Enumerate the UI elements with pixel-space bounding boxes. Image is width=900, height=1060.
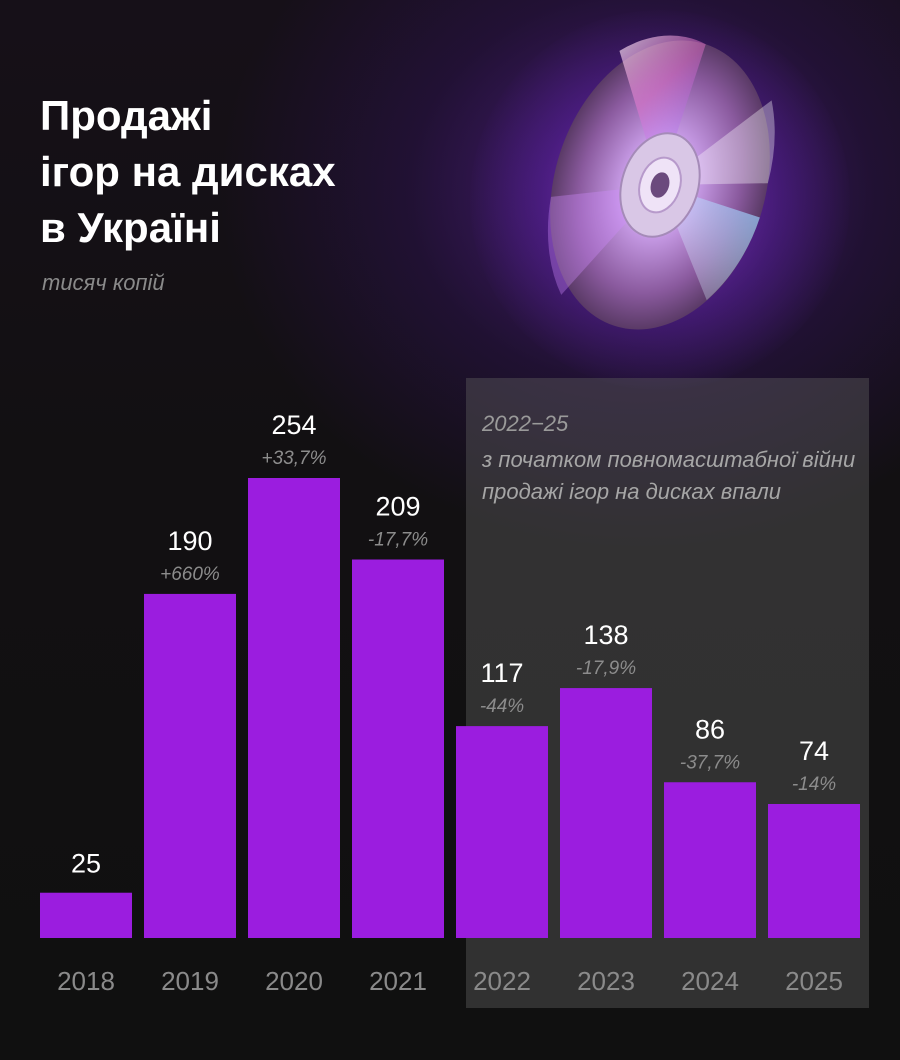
value-label-2018: 25 <box>71 849 101 879</box>
x-tick-label-2023: 2023 <box>577 966 635 996</box>
value-label-2025: 74 <box>799 736 829 766</box>
bar-2019 <box>144 593 236 938</box>
x-tick-label-2025: 2025 <box>785 966 843 996</box>
bar-2021 <box>352 559 444 938</box>
bar-2018 <box>40 892 132 938</box>
bar-2022 <box>456 726 548 938</box>
chart-subtitle-units: тисяч копій <box>42 270 165 295</box>
change-label-2024: -37,7% <box>680 752 740 773</box>
change-label-2020: +33,7% <box>262 448 327 469</box>
x-tick-label-2022: 2022 <box>473 966 531 996</box>
value-label-2020: 254 <box>271 410 316 440</box>
change-label-2022: -44% <box>480 696 524 717</box>
annotation-years: 2022−25 <box>482 411 569 436</box>
x-tick-label-2021: 2021 <box>369 966 427 996</box>
annotation: 2022−25 з початком повномасштабної війни… <box>482 410 862 508</box>
bar-2025 <box>768 803 860 938</box>
annotation-text: з початком повномасштабної війни продажі… <box>482 447 856 504</box>
chart-title: Продажі ігор на дисках в Україні <box>40 88 460 256</box>
value-label-2023: 138 <box>583 620 628 650</box>
value-label-2022: 117 <box>480 658 523 688</box>
x-tick-label-2024: 2024 <box>681 966 739 996</box>
x-tick-label-2020: 2020 <box>265 966 323 996</box>
title-line-2: ігор на дисках <box>40 148 336 195</box>
change-label-2019: +660% <box>160 564 220 585</box>
title-line-3: в Україні <box>40 204 221 251</box>
title-line-1: Продажі <box>40 92 213 139</box>
x-tick-label-2019: 2019 <box>161 966 219 996</box>
bar-2024 <box>664 782 756 938</box>
change-label-2021: -17,7% <box>368 529 428 550</box>
value-label-2024: 86 <box>695 714 725 744</box>
bar-2020 <box>248 478 340 938</box>
value-label-2019: 190 <box>167 526 212 556</box>
bar-2023 <box>560 688 652 938</box>
x-tick-label-2018: 2018 <box>57 966 115 996</box>
change-label-2023: -17,9% <box>576 658 636 679</box>
value-label-2021: 209 <box>375 491 420 521</box>
change-label-2025: -14% <box>792 774 836 795</box>
cd-disc-icon <box>547 35 775 330</box>
